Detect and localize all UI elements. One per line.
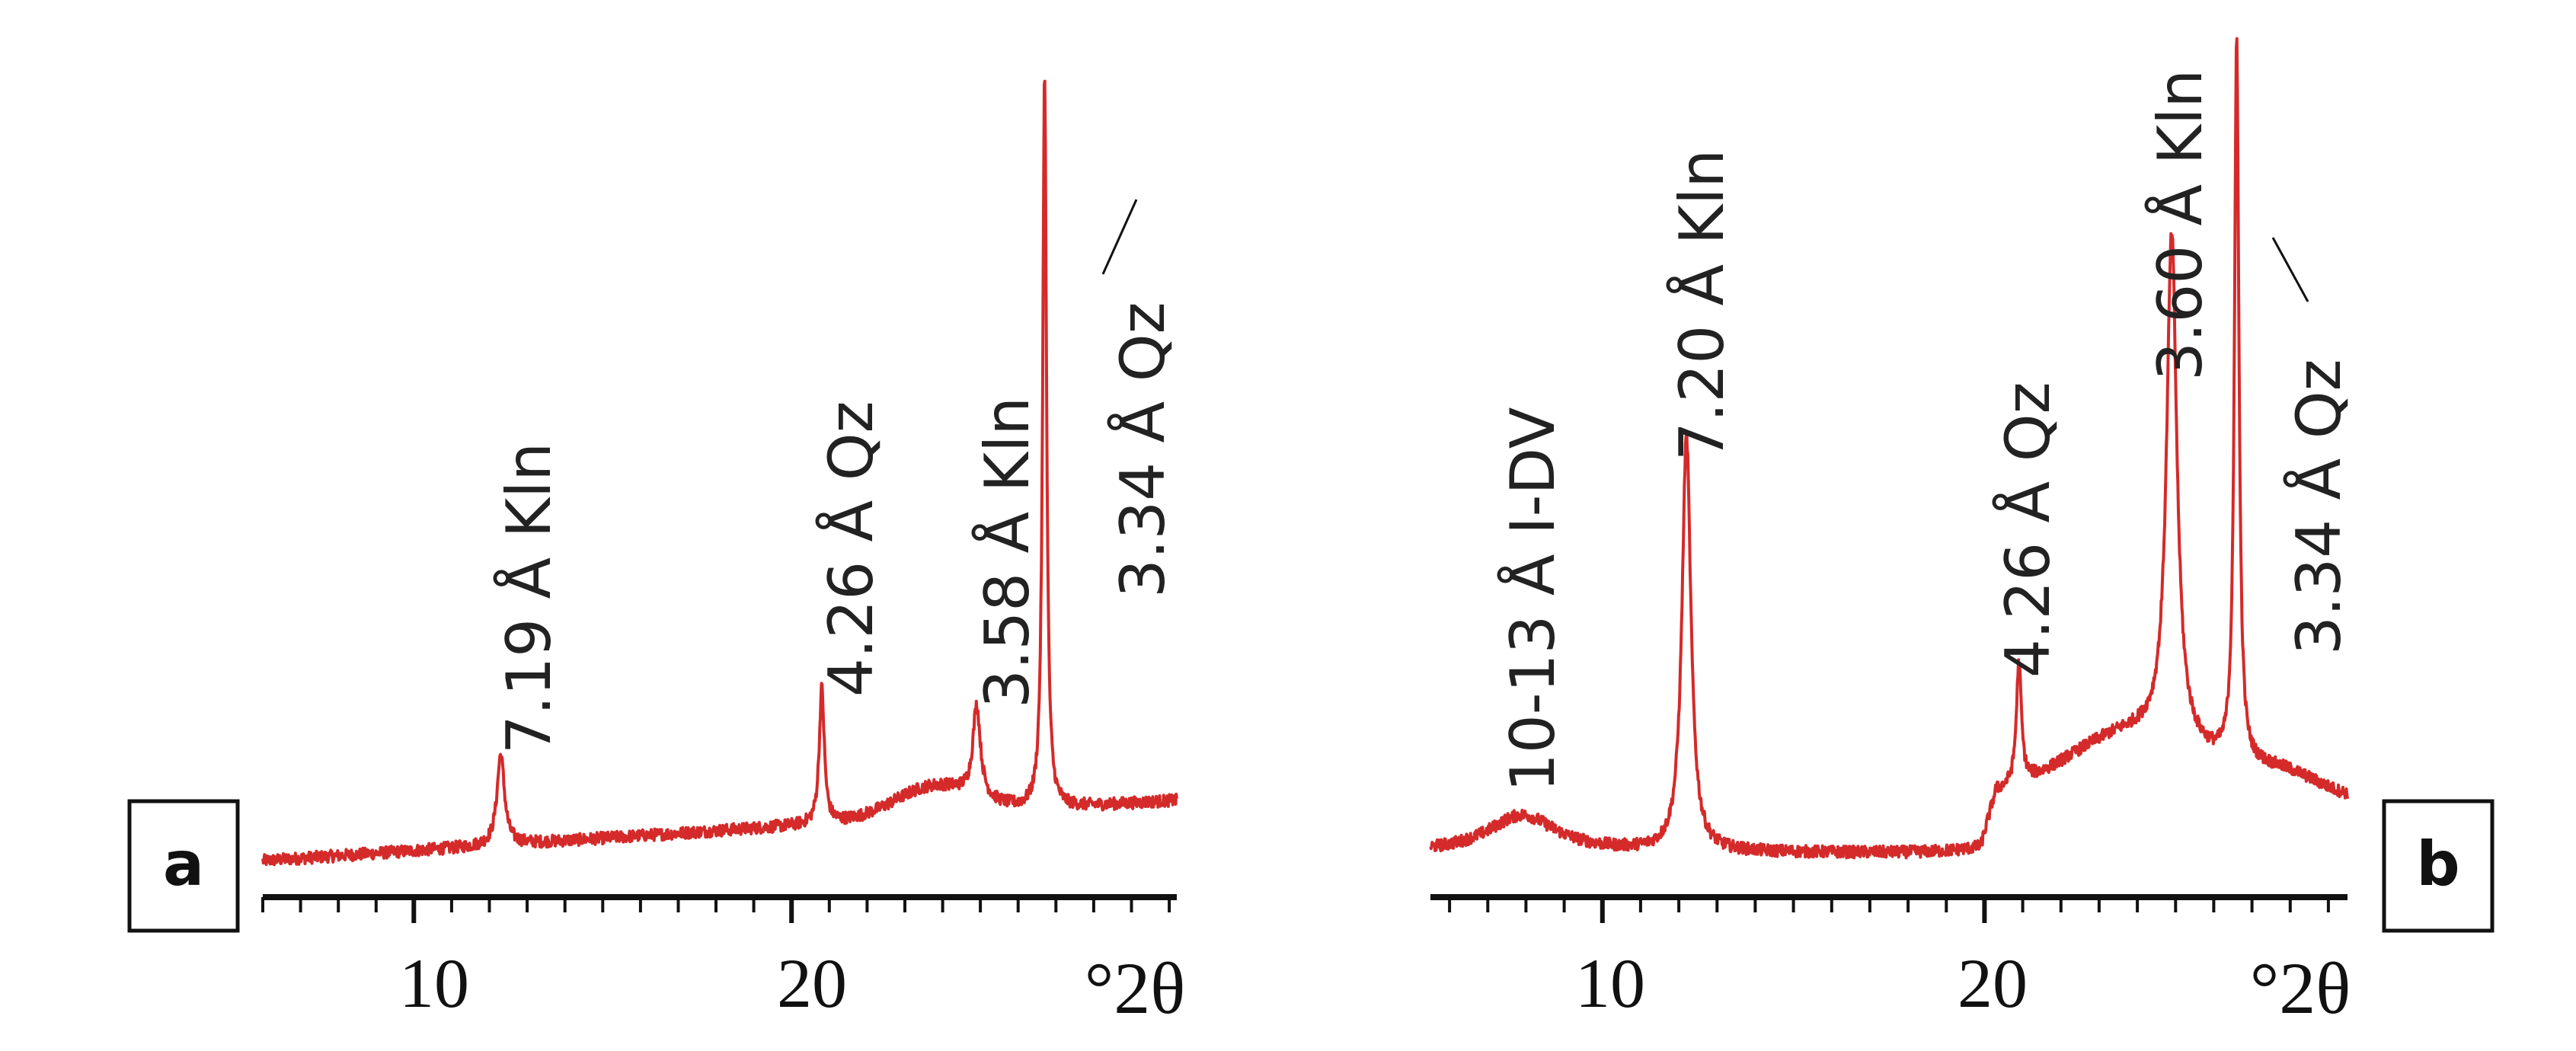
peak-label-3-58-kln: 3.58 Å Kln — [971, 397, 1043, 708]
peak-label-7-20-kln: 7.20 Å Kln — [1666, 149, 1737, 461]
panel-letter-box-a — [127, 799, 240, 933]
peak-leader-line-b — [2271, 237, 2309, 302]
panel-a-chart: 10 20 °2θ a 7.19 Å Kln 4.26 Å Qz 3.58 Å … — [127, 79, 1185, 1029]
x-ticks-b — [1448, 897, 2330, 923]
x-tick-label-20-a: 20 — [777, 944, 847, 1022]
peak-label-3-34-qz-b: 3.34 Å Qz — [2283, 359, 2354, 655]
x-tick-label-10-b: 10 — [1575, 944, 1645, 1022]
peak-label-3-34-qz-a: 3.34 Å Qz — [1107, 302, 1178, 598]
peak-label-7-19-kln: 7.19 Å Kln — [493, 442, 564, 754]
peak-leader-line-a — [1101, 199, 1138, 275]
diffraction-trace-a — [261, 79, 1178, 867]
x-tick-label-10-a: 10 — [399, 944, 469, 1022]
peak-label-4-26-qz-b: 4.26 Å Qz — [1992, 382, 2063, 678]
x-tick-label-20-b: 20 — [1958, 944, 2028, 1022]
panel-letter-b: b — [2416, 829, 2459, 899]
panel-letter-a: a — [163, 829, 204, 899]
panel-b-chart: 10 20 °2θ b 10-13 Å I-DV 7.20 Å Kln 4.26… — [1429, 37, 2495, 1029]
diffraction-trace-b — [1429, 37, 2349, 860]
peak-label-10-13-idv: 10-13 Å I-DV — [1497, 407, 1568, 792]
peak-label-4-26-qz-a: 4.26 Å Qz — [815, 401, 887, 697]
panel-letter-box-b — [2382, 799, 2495, 933]
x-ticks-a — [261, 897, 1171, 923]
x-axis-unit-b: °2θ — [2250, 947, 2351, 1029]
x-axis-unit-a: °2θ — [1085, 947, 1185, 1029]
peak-label-3-60-kln: 3.60 Å Kln — [2144, 69, 2216, 381]
